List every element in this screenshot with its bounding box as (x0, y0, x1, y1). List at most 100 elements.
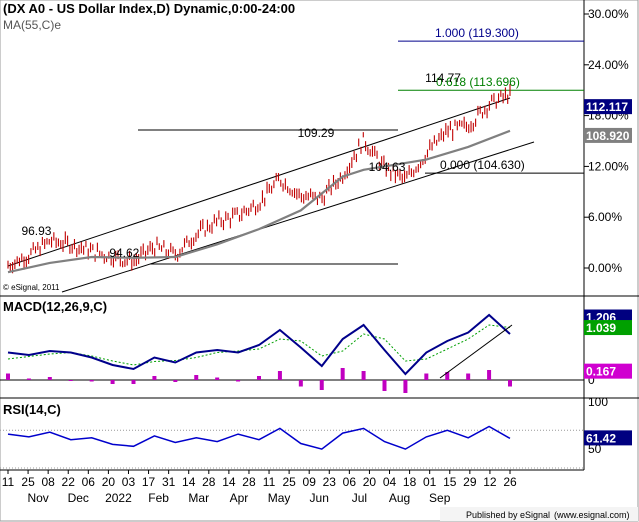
price-value-tag-bg (584, 99, 632, 115)
macd-value-tag: 1.039 (586, 321, 616, 335)
macd-histogram-bar (68, 380, 73, 381)
macd-histogram-bar (26, 378, 31, 380)
fib-level-label: 1.000 (119.300) (435, 26, 519, 40)
macd-histogram-bar (424, 373, 429, 380)
channel-lower-line (61, 141, 535, 293)
price-y-tick-label: 24.00% (588, 58, 629, 72)
swing-annotation: 104.63 (369, 160, 406, 174)
month-label: Feb (148, 491, 169, 505)
macd-histogram-bar (173, 380, 178, 382)
time-tick-label: 20 (102, 475, 116, 489)
time-tick-label: 23 (323, 475, 337, 489)
macd-value-tag-bg (584, 363, 632, 379)
rsi-y-tick-label: 50 (588, 442, 602, 456)
macd-histogram-bar (110, 380, 115, 384)
swing-annotation: 109.29 (298, 126, 335, 140)
time-tick-label: 11 (263, 475, 276, 489)
month-label: Mar (188, 491, 209, 505)
time-axis: 11 25 08 22 06 20 03 17 31 14 28 14 28 11 25 09 23 06 20 04… (2, 470, 517, 505)
macd-histogram-bar (403, 380, 408, 393)
macd-histogram-bar (340, 368, 345, 380)
macd-trendline (439, 324, 513, 379)
time-tick-label: 15 (443, 475, 457, 489)
time-tick-label: 22 (62, 475, 76, 489)
price-y-axis: 30.00%24.00%18.00%12.00%6.00%0.00%112.11… (584, 7, 632, 275)
macd-histogram-bar (382, 380, 387, 391)
month-label: Jul (352, 491, 367, 505)
fib-level-label: 0.618 (113.696) (436, 75, 520, 89)
time-tick-label: 11 (2, 475, 15, 489)
time-tick-label: 03 (122, 475, 136, 489)
time-tick-label: 31 (162, 475, 176, 489)
time-tick-label: 12 (483, 475, 497, 489)
macd-histogram-bar (215, 377, 220, 380)
macd-line (7, 313, 511, 376)
macd-histogram-bar (361, 371, 366, 380)
macd-histogram-bar (131, 380, 136, 384)
macd-histogram-bar (236, 380, 241, 382)
month-label: Jun (310, 491, 329, 505)
ma-55-line (7, 129, 511, 274)
month-label: Dec (68, 491, 89, 505)
macd-histogram-bar (152, 376, 157, 380)
time-tick-label: 17 (142, 475, 156, 489)
month-label: May (268, 491, 291, 505)
month-label: Apr (230, 491, 249, 505)
macd-histogram-bar (89, 380, 94, 382)
macd-histogram-bar (466, 373, 471, 380)
price-reference-lines (7, 40, 584, 293)
time-tick-label: 06 (82, 475, 96, 489)
month-label: Sep (429, 491, 451, 505)
price-y-tick-label: 12.00% (588, 159, 629, 173)
macd-histogram-bar (47, 377, 52, 380)
macd-histogram-bar (487, 370, 492, 380)
swing-annotation: 94.62 (109, 246, 139, 260)
time-tick-label: 20 (363, 475, 377, 489)
time-tick-label: 06 (343, 475, 357, 489)
macd-title: MACD(12,26,9,C) (3, 299, 107, 314)
price-plot (7, 84, 511, 274)
footer-published: Published by eSignal (466, 510, 550, 520)
copyright-label: © eSignal, 2011 (3, 283, 60, 292)
rsi-value-tag-bg (584, 430, 632, 446)
macd-histogram-bar (277, 371, 282, 380)
price-y-tick-label: 0.00% (588, 261, 622, 275)
time-tick-label: 09 (303, 475, 317, 489)
time-tick-label: 01 (423, 475, 437, 489)
macd-signal-line (7, 324, 511, 366)
month-label: Nov (27, 491, 48, 505)
channel-upper-line (7, 97, 511, 267)
time-tick-label: 28 (242, 475, 256, 489)
ma-legend: MA(55,C)e (3, 18, 61, 32)
price-y-tick-label: 6.00% (588, 210, 622, 224)
time-tick-label: 08 (41, 475, 55, 489)
macd-histogram-bar (257, 376, 261, 380)
macd-histogram-bar (298, 380, 303, 387)
price-value-tag-bg (584, 127, 632, 143)
footer-bar (440, 507, 638, 521)
time-tick-label: 18 (403, 475, 417, 489)
macd-histogram-bar (445, 372, 450, 380)
rsi-line (7, 425, 511, 450)
time-tick-label: 04 (383, 475, 397, 489)
rsi-title: RSI(14,C) (3, 402, 61, 417)
macd-plot (0, 313, 584, 393)
time-tick-label: 26 (503, 475, 517, 489)
price-value-tag: 112.117 (586, 100, 628, 114)
rsi-y-tick-label: 100 (588, 395, 608, 409)
macd-y-tick-label: 0 (588, 373, 595, 387)
swing-annotation: 114.77 (425, 71, 461, 85)
macd-value-tag-bg (584, 320, 632, 336)
time-tick-label: 14 (222, 475, 236, 489)
macd-histogram-bar (6, 373, 10, 380)
footer-url: (www.esignal.com) (554, 510, 630, 520)
month-label: 2022 (105, 491, 132, 505)
macd-histogram-bar (194, 375, 199, 380)
swing-annotation: 96.93 (21, 224, 51, 238)
time-tick-label: 28 (202, 475, 216, 489)
time-tick-label: 25 (21, 475, 35, 489)
rsi-plot (0, 425, 584, 469)
